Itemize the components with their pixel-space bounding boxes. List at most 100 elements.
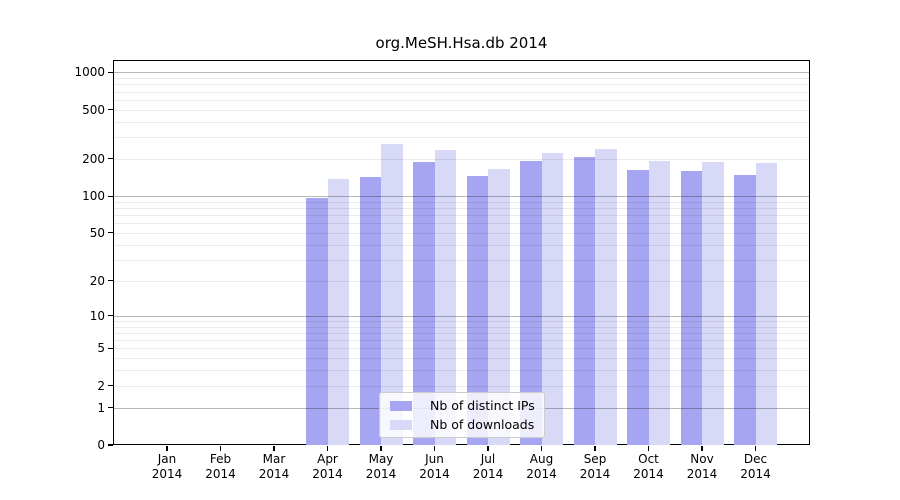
- gridline-minor-300: [113, 137, 810, 139]
- y-tick-label-0: 0: [97, 438, 105, 452]
- x-tick-mark-jan: [166, 446, 168, 451]
- x-tick-year: 2014: [151, 467, 183, 481]
- gridline-minor-4: [113, 358, 810, 360]
- gridline-minor-200: [113, 158, 810, 160]
- x-tick-month: Dec: [743, 452, 768, 466]
- x-tick-label-sep: Sep 2014: [567, 452, 623, 482]
- x-tick-mark-feb: [219, 446, 222, 451]
- y-tick-label-1000: 1000: [74, 65, 105, 80]
- y-tick-mark-1: [108, 407, 113, 409]
- x-tick-mark-nov: [701, 446, 703, 451]
- x-tick-mark-mar: [273, 446, 275, 451]
- y-tick-label-1: 1: [97, 400, 105, 415]
- legend-swatch-distinct-ips: [390, 400, 412, 411]
- x-tick-label-nov: Nov 2014: [674, 452, 730, 482]
- legend-item-downloads: Nb of downloads: [386, 417, 538, 432]
- y-tick-mark-500: [108, 109, 113, 111]
- x-tick-year: 2014: [205, 467, 236, 481]
- gridline-minor-50: [113, 232, 810, 234]
- y-tick-label-200: 200: [82, 151, 105, 166]
- x-tick-label-feb: Feb 2014: [193, 452, 249, 482]
- gridline-minor-900: [113, 78, 810, 79]
- x-tick-year: 2014: [579, 467, 611, 481]
- bar-nb-of-downloads-jul: [488, 168, 510, 445]
- x-tick-year: 2014: [686, 467, 718, 481]
- x-tick-month: Jun: [425, 452, 444, 466]
- x-tick-year: 2014: [365, 467, 397, 481]
- gridline-minor-500: [113, 109, 810, 111]
- y-tick-mark-200: [108, 158, 113, 160]
- x-tick-year: 2014: [633, 467, 664, 481]
- gridline-minor-5: [113, 348, 810, 350]
- bar-nb-of-downloads-may: [381, 144, 403, 445]
- x-tick-label-dec: Dec 2014: [728, 452, 784, 482]
- x-tick-label-may: May 2014: [353, 452, 409, 482]
- gridline-major-10: [113, 315, 810, 317]
- y-tick-mark-2: [108, 385, 113, 387]
- bar-nb-of-distinct-ips-sep: [573, 157, 595, 445]
- x-tick-month: Apr: [317, 452, 338, 466]
- x-tick-month: Jul: [480, 452, 496, 466]
- y-tick-mark-20: [108, 280, 113, 282]
- x-tick-mark-aug: [540, 446, 543, 451]
- gridline-minor-20: [113, 280, 810, 282]
- x-tick-month: Oct: [638, 452, 659, 466]
- chart-title: org.MeSH.Hsa.db 2014: [375, 34, 548, 52]
- x-tick-year: 2014: [419, 467, 450, 481]
- gridline-minor-60: [113, 223, 810, 225]
- y-tick-mark-10: [108, 315, 113, 317]
- y-tick-mark-50: [108, 232, 113, 234]
- gridline-minor-800: [113, 84, 810, 86]
- bar-nb-of-downloads-apr: [327, 178, 349, 445]
- legend-label-distinct-ips: Nb of distinct IPs: [430, 398, 535, 413]
- x-tick-mark-sep: [594, 446, 596, 451]
- gridline-minor-30: [113, 259, 810, 261]
- y-tick-label-500: 500: [82, 102, 105, 117]
- gridline-minor-80: [113, 208, 810, 209]
- x-tick-label-apr: Apr 2014: [300, 452, 356, 482]
- x-tick-label-jul: Jul 2014: [460, 452, 516, 482]
- x-tick-month: Feb: [209, 452, 232, 466]
- bar-nb-of-distinct-ips-jul: [466, 175, 488, 445]
- bar-nb-of-distinct-ips-may: [359, 176, 381, 445]
- gridline-minor-40: [113, 244, 810, 246]
- bar-nb-of-downloads-dec: [755, 162, 777, 445]
- x-tick-year: 2014: [472, 467, 504, 481]
- y-tick-label-50: 50: [89, 225, 105, 240]
- x-tick-year: 2014: [258, 467, 290, 481]
- bar-nb-of-distinct-ips-dec: [734, 174, 756, 445]
- x-tick-label-jan: Jan 2014: [139, 452, 195, 482]
- gridline-minor-6: [113, 340, 810, 341]
- x-tick-month: Nov: [690, 452, 714, 466]
- x-tick-label-aug: Aug 2014: [514, 452, 570, 482]
- gridline-minor-8: [113, 326, 810, 328]
- y-tick-label-10: 10: [89, 308, 105, 323]
- bar-nb-of-distinct-ips-jun: [413, 161, 435, 445]
- y-tick-mark-0: [108, 444, 113, 446]
- x-tick-mark-may: [380, 446, 382, 451]
- x-tick-year: 2014: [526, 467, 557, 481]
- bar-nb-of-downloads-oct: [648, 160, 670, 445]
- bar-nb-of-distinct-ips-aug: [520, 161, 542, 445]
- y-tick-label-5: 5: [97, 341, 105, 356]
- bar-nb-of-downloads-nov: [702, 161, 724, 445]
- y-tick-mark-100: [108, 195, 113, 197]
- bar-nb-of-distinct-ips-nov: [680, 170, 702, 445]
- x-tick-label-oct: Oct 2014: [621, 452, 677, 482]
- x-tick-mark-jul: [487, 446, 489, 451]
- x-tick-mark-jun: [433, 446, 436, 451]
- y-tick-mark-1000: [108, 71, 113, 73]
- x-tick-month: Mar: [262, 452, 286, 466]
- x-tick-month: Sep: [583, 452, 607, 466]
- bar-nb-of-distinct-ips-apr: [306, 198, 328, 445]
- gridline-minor-9: [113, 320, 810, 322]
- x-tick-year: 2014: [312, 467, 343, 481]
- gridline-minor-3: [113, 370, 810, 372]
- gridline-minor-70: [113, 215, 810, 217]
- y-tick-label-2: 2: [97, 378, 105, 393]
- legend-swatch-downloads: [390, 419, 412, 430]
- x-tick-label-mar: Mar 2014: [246, 452, 302, 482]
- x-tick-mark-oct: [647, 446, 650, 451]
- gridline-major-1000: [113, 72, 810, 74]
